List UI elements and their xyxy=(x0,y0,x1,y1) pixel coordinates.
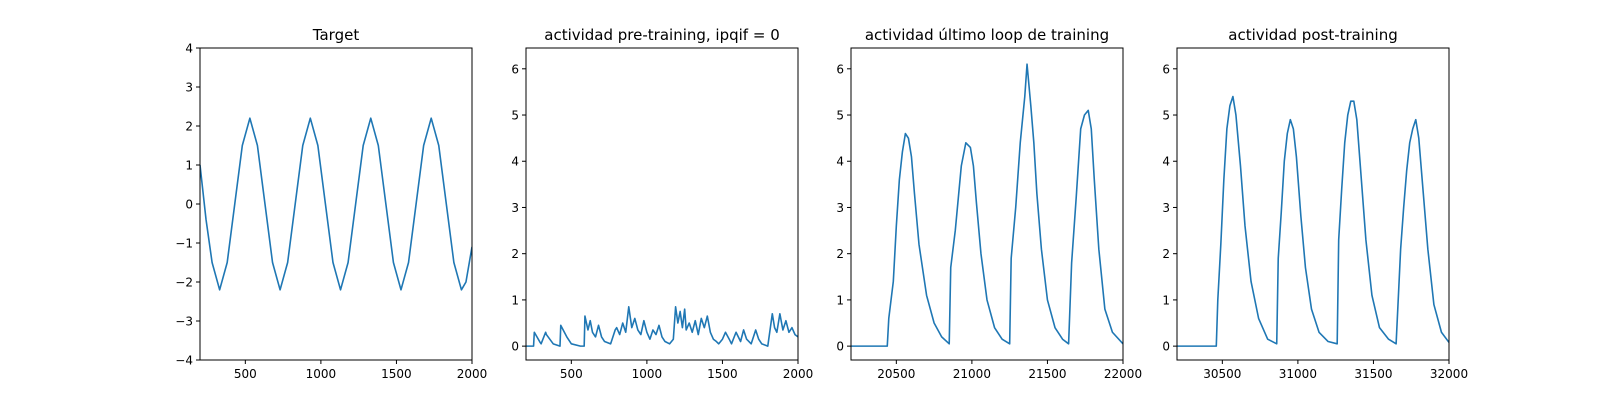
x-tick-label: 2000 xyxy=(783,367,814,381)
y-tick-label: 2 xyxy=(511,247,519,261)
y-tick-label: 6 xyxy=(511,62,519,76)
series-line xyxy=(1177,95,1449,347)
x-tick-label: 500 xyxy=(560,367,583,381)
y-tick-label: 6 xyxy=(1162,62,1170,76)
series-line xyxy=(526,306,798,347)
y-tick-label: 4 xyxy=(185,42,193,56)
y-tick-label: 3 xyxy=(836,201,844,215)
y-tick-label: 4 xyxy=(511,155,519,169)
x-tick-label: 500 xyxy=(234,367,257,381)
y-tick-label: 6 xyxy=(836,62,844,76)
y-tick-label: 4 xyxy=(1162,155,1170,169)
axes-frame xyxy=(199,47,473,361)
x-tick-label: 31500 xyxy=(1354,367,1392,381)
chart-title: Target xyxy=(312,26,360,44)
y-tick-label: 0 xyxy=(836,340,844,354)
y-tick-label: −4 xyxy=(175,354,193,368)
x-tick-label: 1000 xyxy=(306,367,337,381)
y-tick-label: −3 xyxy=(175,315,193,329)
subplot-post-training: 30500 31000 31500 32000 0 1 2 3 4 5 6 actividad pos… xyxy=(1162,26,1468,381)
y-tick-label: 3 xyxy=(511,201,519,215)
series-line xyxy=(200,117,472,291)
x-tick-label: 20500 xyxy=(877,367,915,381)
x-tick-label: 21500 xyxy=(1028,367,1066,381)
x-tick-label: 21000 xyxy=(953,367,991,381)
x-tick-label: 2000 xyxy=(457,367,488,381)
y-tick-label: 2 xyxy=(836,247,844,261)
x-tick-label: 1500 xyxy=(707,367,738,381)
chart-title: actividad último loop de training xyxy=(865,26,1109,44)
y-tick-label: 4 xyxy=(836,155,844,169)
x-tick-label: 30500 xyxy=(1203,367,1241,381)
y-tick-label: 2 xyxy=(1162,247,1170,261)
x-tick-label: 1500 xyxy=(381,367,412,381)
y-tick-label: 1 xyxy=(1162,293,1170,307)
y-tick-label: 2 xyxy=(185,120,193,134)
subplot-last-training-loop: 20500 21000 21500 22000 0 1 2 3 4 5 6 actividad últ… xyxy=(836,26,1142,381)
y-tick-label: 3 xyxy=(1162,201,1170,215)
y-tick-label: −1 xyxy=(175,237,193,251)
y-tick-label: 0 xyxy=(185,198,193,212)
axes-frame xyxy=(525,47,799,361)
x-tick-label: 32000 xyxy=(1430,367,1468,381)
y-tick-label: 1 xyxy=(185,159,193,173)
y-tick-label: 1 xyxy=(511,293,519,307)
y-tick-label: 0 xyxy=(511,340,519,354)
y-tick-label: 5 xyxy=(1162,109,1170,123)
subplot-pre-training: 500 1000 1500 2000 0 1 2 3 4 5 6 actividad pre-trai… xyxy=(511,26,813,381)
series-line xyxy=(851,63,1123,347)
y-tick-label: 1 xyxy=(836,293,844,307)
y-tick-label: 5 xyxy=(836,109,844,123)
axes-frame xyxy=(1176,47,1450,361)
x-tick-label: 22000 xyxy=(1104,367,1142,381)
subplot-target: 500 1000 1500 2000 −4 −3 −2 −1 0 1 2 3 4 Target xyxy=(175,26,487,381)
y-tick-label: 0 xyxy=(1162,340,1170,354)
axes-frame xyxy=(850,47,1124,361)
x-tick-label: 31000 xyxy=(1279,367,1317,381)
y-tick-label: 3 xyxy=(185,81,193,95)
y-tick-label: −2 xyxy=(175,276,193,290)
chart-title: actividad pre-training, ipqif = 0 xyxy=(544,26,780,44)
chart-title: actividad post-training xyxy=(1228,26,1397,44)
y-tick-label: 5 xyxy=(511,109,519,123)
x-tick-label: 1000 xyxy=(632,367,663,381)
